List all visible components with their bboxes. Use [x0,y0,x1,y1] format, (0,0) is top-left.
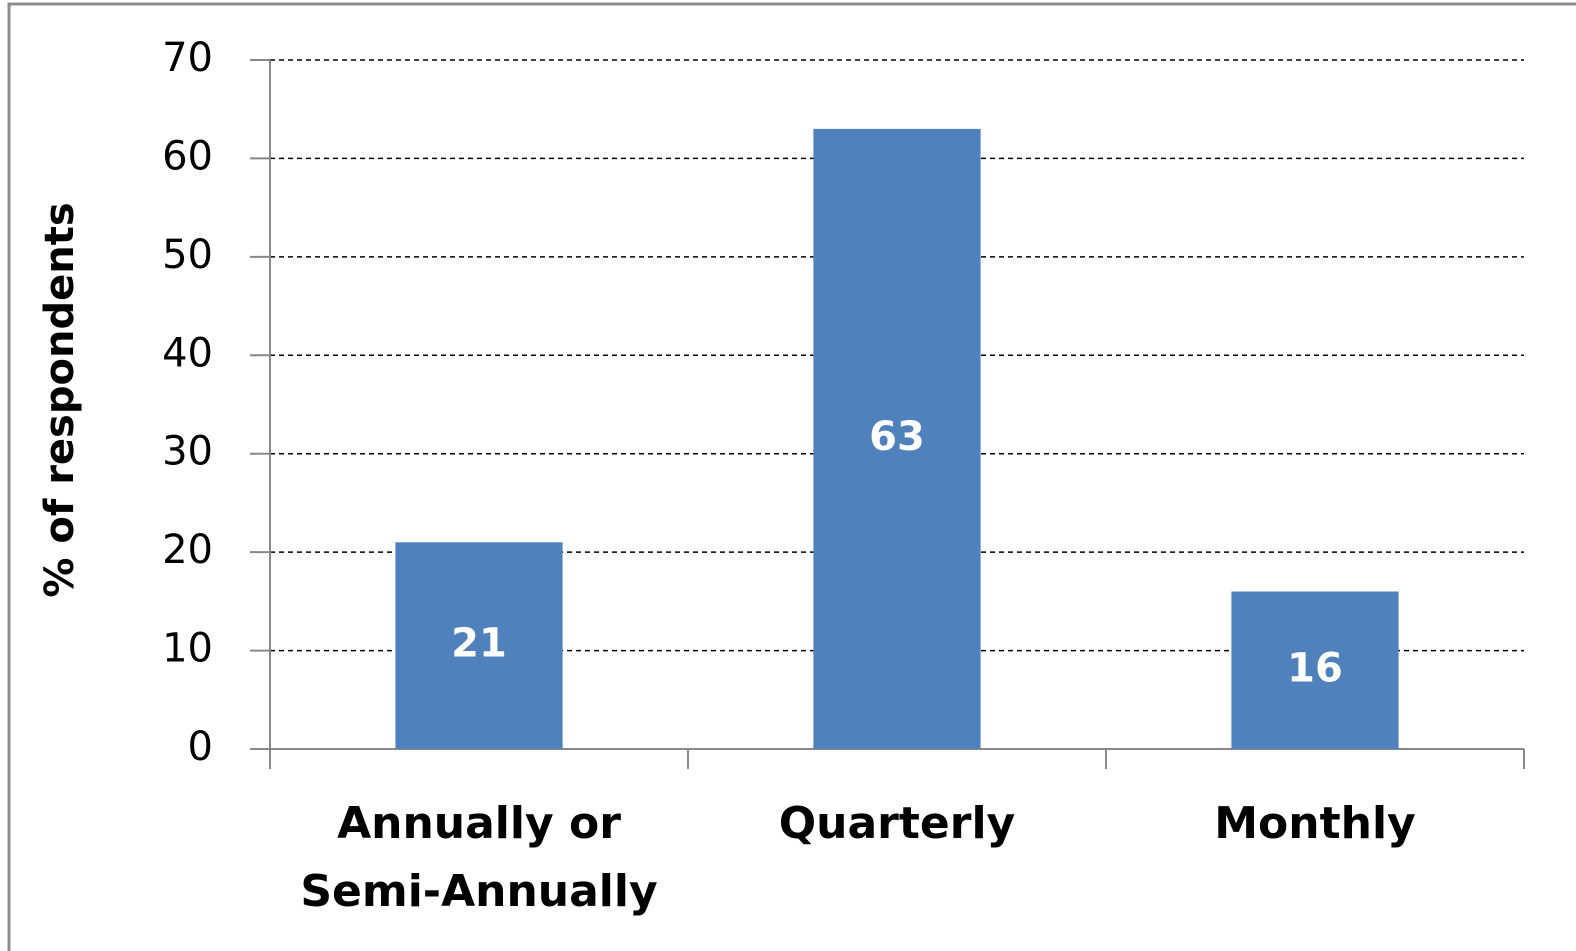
y-tick-label: 40 [162,330,213,376]
data-label: 16 [1287,645,1343,691]
y-axis-label: % of respondents [37,202,83,597]
y-tick-label: 10 [162,626,213,672]
bar [395,542,563,749]
y-tick-label: 0 [188,724,213,770]
y-tick-label: 30 [162,429,213,475]
y-tick-label: 60 [162,133,213,179]
x-tick-label: Quarterly [778,798,1016,849]
y-tick-label: 20 [162,527,213,573]
bar [813,128,981,749]
y-tick-label: 70 [162,35,213,81]
data-label: 21 [451,621,507,667]
x-tick-label: Monthly [1214,798,1416,849]
chart-border [7,2,1576,951]
y-tick-label: 50 [162,232,213,278]
bar [1231,591,1399,749]
data-label: 63 [869,414,925,460]
x-tick-label: Annually or Semi-Annually [300,798,658,917]
